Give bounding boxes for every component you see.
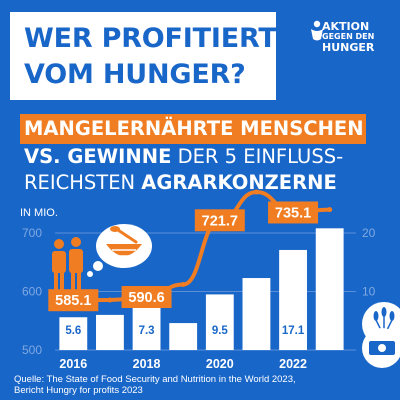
bar bbox=[279, 249, 307, 350]
line-label-box bbox=[194, 209, 245, 232]
y-right-tick-label: 10 bbox=[362, 285, 376, 299]
logo-line-1: AKTION bbox=[322, 20, 370, 33]
person-body bbox=[52, 251, 66, 273]
subtitle-agrarkonzerne: AGRARKONZERNE bbox=[141, 171, 337, 194]
bubble-dot bbox=[93, 261, 103, 271]
bar-data-label: 7.3 bbox=[139, 325, 155, 337]
unit-label: IN MIO. bbox=[20, 207, 58, 219]
spoon-handle bbox=[116, 228, 138, 244]
bar bbox=[132, 307, 161, 350]
bar bbox=[96, 314, 124, 350]
bar bbox=[205, 294, 234, 350]
source-line-1: Quelle: The State of Food Security and N… bbox=[14, 374, 296, 385]
logo: AKTION GEGEN DEN HUNGER bbox=[310, 18, 394, 78]
line-data-label: 585.1 bbox=[55, 293, 91, 309]
subtitle-einfluss: DER 5 EINFLUSS- bbox=[171, 145, 344, 168]
line-data-label: 721.7 bbox=[202, 213, 238, 229]
spoon-head bbox=[110, 226, 120, 232]
title-line-2: VOM HUNGER? bbox=[24, 59, 246, 90]
person-leg bbox=[71, 271, 75, 293]
logo-line-2: GEGEN DEN bbox=[322, 32, 375, 41]
y-left-tick-label: 500 bbox=[22, 343, 42, 357]
bar bbox=[242, 278, 271, 350]
source-note: Quelle: The State of Food Security and N… bbox=[14, 374, 296, 396]
person-head bbox=[54, 239, 64, 249]
line-label-box bbox=[121, 285, 172, 308]
logo-line-3: HUNGER bbox=[322, 41, 375, 54]
title-box: WER PROFITIERT VOM HUNGER? bbox=[10, 12, 277, 100]
line-label-box bbox=[268, 201, 319, 224]
subtitle-line-2: VS. GEWINNE DER 5 EINFLUSS- bbox=[24, 144, 343, 170]
x-tick-label: 2018 bbox=[133, 357, 161, 371]
line-data-label: 735.1 bbox=[275, 205, 311, 221]
x-tick-label: 2020 bbox=[206, 357, 234, 371]
person-body bbox=[69, 249, 83, 273]
y-right-tick-label: 20 bbox=[362, 226, 376, 240]
line-point bbox=[180, 281, 186, 287]
line-data-label: 590.6 bbox=[128, 290, 164, 306]
line-point bbox=[253, 189, 259, 195]
title-line-1: WER PROFITIERT bbox=[24, 23, 277, 54]
person-leg bbox=[77, 271, 81, 293]
bar-data-label: 17.1 bbox=[282, 325, 305, 337]
bar-data-label: 5.6 bbox=[65, 325, 81, 337]
empty-bowl-icon bbox=[87, 224, 152, 277]
person-leg bbox=[60, 271, 64, 291]
subtitle-vs-gewinne: VS. GEWINNE bbox=[24, 145, 172, 168]
bar bbox=[315, 228, 344, 350]
x-tick-label: 2022 bbox=[279, 357, 307, 371]
subtitle-highlight bbox=[20, 114, 366, 144]
y-left-tick-label: 600 bbox=[22, 285, 42, 299]
person-head bbox=[71, 237, 81, 247]
bar bbox=[169, 323, 198, 350]
person-leg bbox=[54, 271, 58, 291]
wheat-grain bbox=[373, 311, 379, 321]
bubble-dot bbox=[87, 271, 93, 277]
y-left-tick-label: 700 bbox=[22, 226, 42, 240]
subtitle-line-1: MANGELERNÄHRTE MENSCHEN bbox=[24, 117, 364, 140]
x-tick-label: 2016 bbox=[59, 357, 87, 371]
subtitle-line-3: REICHSTEN AGRARKONZERNE bbox=[24, 170, 337, 196]
people-icon bbox=[52, 237, 83, 293]
source-line-2: Bericht Hungry for profits 2023 bbox=[14, 385, 143, 396]
line-label-box bbox=[48, 289, 99, 312]
subtitle-reichsten: REICHSTEN bbox=[24, 171, 142, 194]
line-point bbox=[327, 207, 333, 213]
bar-data-label: 9.5 bbox=[212, 325, 229, 337]
money-coin bbox=[378, 344, 386, 352]
wheat-grain bbox=[389, 311, 395, 321]
line-point bbox=[107, 297, 113, 303]
wheat-grain bbox=[381, 307, 387, 317]
money-icon bbox=[362, 328, 400, 368]
logo-emblem-icon bbox=[311, 20, 323, 41]
bar bbox=[59, 317, 88, 350]
